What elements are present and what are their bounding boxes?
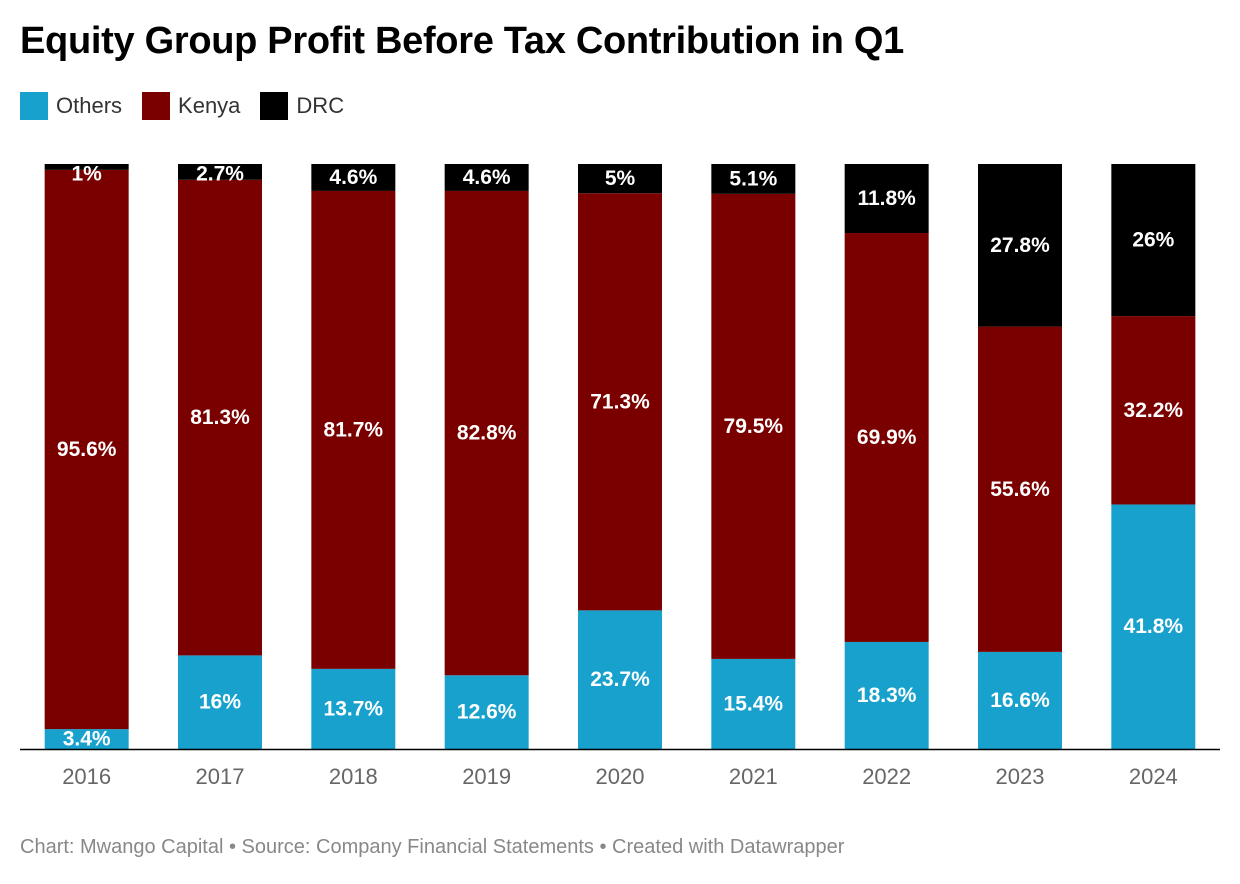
data-label-kenya-2021: 79.5% xyxy=(724,415,784,438)
data-label-kenya-2016: 95.6% xyxy=(57,438,117,461)
data-label-kenya-2022: 69.9% xyxy=(857,426,917,449)
bar-others-2021 xyxy=(711,658,796,749)
bar-others-2019 xyxy=(444,675,529,749)
bar-drc-2024 xyxy=(1111,164,1196,317)
data-label-kenya-2017: 81.3% xyxy=(190,406,250,429)
chart-title: Equity Group Profit Before Tax Contribut… xyxy=(20,20,904,62)
data-label-drc-2019: 4.6% xyxy=(463,166,511,189)
bar-drc-2016 xyxy=(44,164,129,170)
data-label-drc-2018: 4.6% xyxy=(329,166,377,189)
x-tick-label-2024: 2024 xyxy=(1129,764,1178,789)
bar-kenya-2016 xyxy=(44,169,129,730)
data-label-drc-2022: 11.8% xyxy=(857,187,916,210)
bar-others-2024 xyxy=(1111,504,1196,749)
data-label-others-2024: 41.8% xyxy=(1124,615,1184,638)
data-label-others-2021: 15.4% xyxy=(724,692,784,715)
bar-others-2018 xyxy=(311,668,396,749)
data-label-drc-2016: 1% xyxy=(71,163,102,186)
x-tick-label-2016: 2016 xyxy=(62,764,111,789)
legend-item-drc: DRC xyxy=(260,92,344,120)
legend-item-others: Others xyxy=(20,92,122,120)
data-label-others-2023: 16.6% xyxy=(990,689,1050,712)
data-label-others-2016: 3.4% xyxy=(63,728,111,751)
legend-item-kenya: Kenya xyxy=(142,92,240,120)
bar-drc-2018 xyxy=(311,164,396,191)
bar-kenya-2019 xyxy=(444,190,529,676)
bar-kenya-2024 xyxy=(1111,316,1196,505)
data-label-drc-2017: 2.7% xyxy=(196,163,244,186)
bar-others-2016 xyxy=(44,729,129,749)
data-label-others-2020: 23.7% xyxy=(590,668,650,691)
legend: Others Kenya DRC xyxy=(20,92,364,120)
bar-others-2017 xyxy=(178,655,262,749)
legend-label-kenya: Kenya xyxy=(178,93,241,118)
x-tick-label-2023: 2023 xyxy=(996,764,1045,789)
data-label-others-2022: 18.3% xyxy=(857,684,917,707)
bar-kenya-2017 xyxy=(178,179,262,656)
data-label-kenya-2023: 55.6% xyxy=(990,478,1050,501)
x-tick-label-2022: 2022 xyxy=(862,764,911,789)
bar-drc-2023 xyxy=(978,164,1062,327)
data-label-others-2017: 16% xyxy=(199,691,241,714)
bar-kenya-2021 xyxy=(711,193,796,659)
x-tick-label-2021: 2021 xyxy=(729,764,778,789)
bar-drc-2019 xyxy=(444,164,529,191)
legend-swatch-kenya xyxy=(142,92,171,120)
data-label-others-2018: 13.7% xyxy=(324,697,384,720)
data-label-kenya-2018: 81.7% xyxy=(324,418,384,441)
legend-label-others: Others xyxy=(56,93,123,118)
bar-kenya-2022 xyxy=(844,233,929,642)
bar-drc-2017 xyxy=(178,164,262,180)
bar-others-2022 xyxy=(844,641,929,749)
bar-others-2023 xyxy=(978,651,1062,749)
data-label-others-2019: 12.6% xyxy=(457,701,517,724)
bar-others-2020 xyxy=(578,610,662,749)
legend-swatch-drc xyxy=(260,92,289,120)
data-label-kenya-2019: 82.8% xyxy=(457,422,517,445)
chart-footer: Chart: Mwango Capital • Source: Company … xyxy=(20,836,845,858)
data-label-drc-2023: 27.8% xyxy=(990,234,1050,257)
data-label-drc-2021: 5.1% xyxy=(729,167,777,190)
data-label-drc-2024: 26% xyxy=(1132,229,1174,252)
bar-kenya-2023 xyxy=(978,326,1062,652)
data-label-drc-2020: 5% xyxy=(605,167,636,190)
bar-drc-2022 xyxy=(844,164,929,234)
x-tick-label-2017: 2017 xyxy=(196,764,245,789)
bar-drc-2021 xyxy=(711,164,796,194)
bar-drc-2020 xyxy=(578,164,662,194)
x-tick-label-2019: 2019 xyxy=(462,764,511,789)
bar-kenya-2018 xyxy=(311,190,396,669)
bar-kenya-2020 xyxy=(578,193,662,611)
data-label-kenya-2024: 32.2% xyxy=(1124,399,1184,422)
x-tick-label-2018: 2018 xyxy=(329,764,378,789)
x-tick-label-2020: 2020 xyxy=(596,764,645,789)
legend-swatch-others xyxy=(20,92,48,120)
data-label-kenya-2020: 71.3% xyxy=(590,390,650,413)
legend-label-drc: DRC xyxy=(296,93,345,118)
